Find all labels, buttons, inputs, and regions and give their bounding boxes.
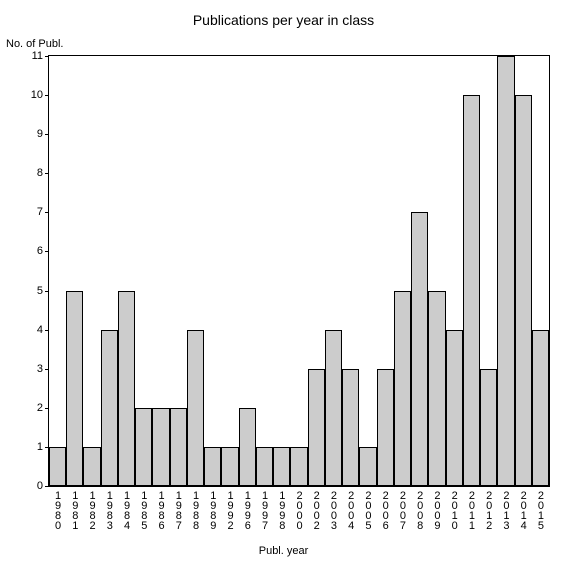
bar xyxy=(342,369,359,486)
y-tick-mark xyxy=(45,251,49,252)
x-tick-label: 1986 xyxy=(156,490,167,530)
bar xyxy=(411,212,428,486)
bar xyxy=(152,408,169,486)
bar xyxy=(239,408,256,486)
x-tick-label: 1988 xyxy=(190,490,201,530)
y-axis-label: No. of Publ. xyxy=(6,38,63,50)
x-tick-label: 1985 xyxy=(138,490,149,530)
y-tick-label: 2 xyxy=(21,402,43,414)
x-tick-label: 1998 xyxy=(276,490,287,530)
bar xyxy=(118,291,135,486)
x-tick-label: 2014 xyxy=(518,490,529,530)
x-tick-label: 2002 xyxy=(311,490,322,530)
x-tick-label: 1997 xyxy=(259,490,270,530)
bar xyxy=(359,447,376,486)
x-tick-label: 2010 xyxy=(449,490,460,530)
bar xyxy=(170,408,187,486)
bar xyxy=(446,330,463,486)
x-tick-label: 1989 xyxy=(207,490,218,530)
bar xyxy=(83,447,100,486)
bar xyxy=(204,447,221,486)
bar xyxy=(187,330,204,486)
x-tick-label: 2013 xyxy=(500,490,511,530)
bar xyxy=(256,447,273,486)
x-tick-label: 1982 xyxy=(87,490,98,530)
y-tick-mark xyxy=(45,56,49,57)
y-tick-mark xyxy=(45,408,49,409)
x-tick-label: 2015 xyxy=(535,490,546,530)
x-tick-label: 1981 xyxy=(69,490,80,530)
y-tick-mark xyxy=(45,330,49,331)
chart-container: Publications per year in class No. of Pu… xyxy=(0,0,567,567)
x-tick-label: 2005 xyxy=(362,490,373,530)
bar xyxy=(428,291,445,486)
bar xyxy=(308,369,325,486)
x-tick-label: 1983 xyxy=(104,490,115,530)
y-tick-label: 9 xyxy=(21,128,43,140)
y-tick-mark xyxy=(45,486,49,487)
chart-title: Publications per year in class xyxy=(0,12,567,28)
y-tick-label: 8 xyxy=(21,167,43,179)
y-tick-label: 0 xyxy=(21,480,43,492)
y-tick-label: 4 xyxy=(21,324,43,336)
bar xyxy=(497,56,514,486)
x-tick-label: 2003 xyxy=(328,490,339,530)
x-tick-label: 2007 xyxy=(397,490,408,530)
y-tick-mark xyxy=(45,95,49,96)
bar xyxy=(49,447,66,486)
x-tick-label: 2004 xyxy=(345,490,356,530)
y-tick-label: 3 xyxy=(21,363,43,375)
bar xyxy=(325,330,342,486)
bar xyxy=(515,95,532,486)
x-tick-label: 1980 xyxy=(52,490,63,530)
y-tick-label: 5 xyxy=(21,285,43,297)
bar xyxy=(101,330,118,486)
plot-area: 0123456789101119801981198219831984198519… xyxy=(48,55,550,487)
x-tick-label: 2009 xyxy=(431,490,442,530)
y-tick-mark xyxy=(45,369,49,370)
bar xyxy=(273,447,290,486)
x-tick-label: 1984 xyxy=(121,490,132,530)
y-tick-mark xyxy=(45,212,49,213)
x-tick-label: 1996 xyxy=(242,490,253,530)
x-tick-label: 1992 xyxy=(225,490,236,530)
bar xyxy=(463,95,480,486)
y-tick-label: 1 xyxy=(21,441,43,453)
y-tick-mark xyxy=(45,291,49,292)
x-tick-label: 2012 xyxy=(483,490,494,530)
bar xyxy=(532,330,549,486)
bar xyxy=(66,291,83,486)
bar xyxy=(221,447,238,486)
x-tick-label: 2006 xyxy=(380,490,391,530)
bar xyxy=(135,408,152,486)
bar xyxy=(480,369,497,486)
y-tick-mark xyxy=(45,134,49,135)
y-tick-label: 6 xyxy=(21,245,43,257)
bar xyxy=(290,447,307,486)
y-tick-label: 11 xyxy=(21,50,43,62)
y-tick-label: 10 xyxy=(21,89,43,101)
x-tick-label: 2000 xyxy=(294,490,305,530)
bar xyxy=(377,369,394,486)
bar xyxy=(394,291,411,486)
x-tick-label: 2011 xyxy=(466,490,477,530)
x-tick-label: 2008 xyxy=(414,490,425,530)
x-tick-label: 1987 xyxy=(173,490,184,530)
x-axis-label: Publ. year xyxy=(0,545,567,557)
y-tick-mark xyxy=(45,173,49,174)
y-tick-label: 7 xyxy=(21,206,43,218)
